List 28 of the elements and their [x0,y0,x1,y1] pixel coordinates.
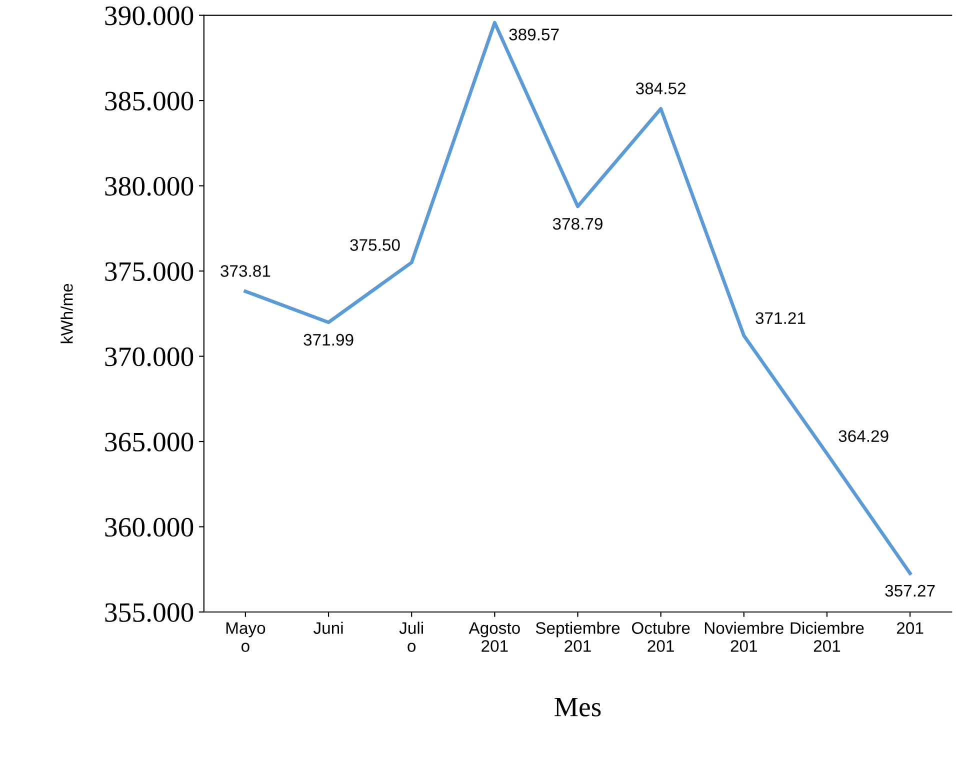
data-label: 389.57 [509,28,559,40]
y-tick-label: 355.000 [105,603,194,622]
y-tick-label: 370.000 [105,347,194,366]
x-axis-title: Mes [554,698,601,716]
x-tick-label: 201 [896,622,924,634]
y-tick-label: 385.000 [105,92,194,111]
x-tick-label: Septiembre 201 [536,622,620,652]
x-tick-label: Octubre 201 [632,622,690,652]
data-label: 364.29 [838,430,888,442]
data-label: 357.27 [885,584,935,597]
x-tick-label: Diciembre 201 [790,622,864,652]
y-tick-label: 365.000 [105,432,194,452]
x-tick-label: Juli o [399,622,423,652]
y-tick-label: 380.000 [105,176,194,196]
x-tick-label: Juni [313,622,343,634]
x-tick-label: Noviembre 201 [704,622,784,652]
data-label: 375.50 [350,239,400,251]
x-tick-label: Mayo o [226,622,266,652]
x-tick-label: Agosto 201 [468,622,520,652]
data-label: 384.52 [636,82,686,94]
y-tick-label: 360.000 [105,518,194,537]
y-tick-label: 375.000 [105,262,194,282]
data-label: 373.81 [220,265,270,277]
data-label: 378.79 [552,218,602,230]
data-label: 371.21 [756,312,806,324]
y-axis-title: kWh/me [60,284,73,344]
y-tick-label: 390.000 [105,6,194,26]
data-label: 371.99 [304,334,354,346]
